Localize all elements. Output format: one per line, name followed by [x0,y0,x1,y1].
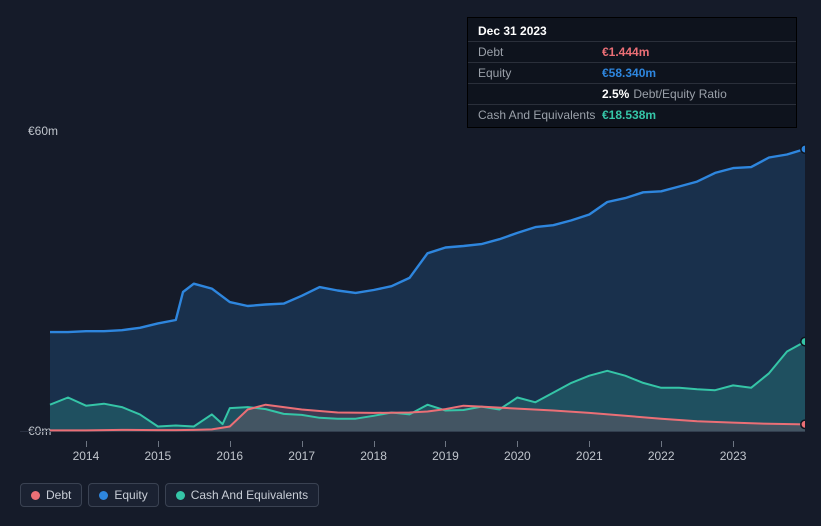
tooltip-cash-label: Cash And Equivalents [478,108,602,122]
chart-legend: Debt Equity Cash And Equivalents [20,483,319,507]
chart-tooltip: Dec 31 2023 Debt €1.444m Equity €58.340m… [467,17,797,128]
y-axis-label-top: €60m [28,124,58,138]
legend-swatch-cash [176,491,185,500]
x-axis-year: 2014 [73,449,100,463]
x-axis-year: 2022 [648,449,675,463]
x-axis-year: 2020 [504,449,531,463]
tooltip-debt-label: Debt [478,45,602,59]
financial-chart: Dec 31 2023 Debt €1.444m Equity €58.340m… [0,0,821,526]
legend-label-cash: Cash And Equivalents [191,488,308,502]
tooltip-equity-value: €58.340m [602,66,656,80]
legend-swatch-debt [31,491,40,500]
x-axis-year: 2023 [720,449,747,463]
legend-item-cash[interactable]: Cash And Equivalents [165,483,319,507]
tooltip-date: Dec 31 2023 [468,22,796,41]
tooltip-debt-value: €1.444m [602,45,649,59]
legend-item-equity[interactable]: Equity [88,483,158,507]
x-axis-year: 2021 [576,449,603,463]
chart-plot-area[interactable] [20,141,805,441]
x-axis-year: 2019 [432,449,459,463]
legend-label-equity: Equity [114,488,147,502]
x-axis-year: 2018 [360,449,387,463]
x-axis-year: 2015 [144,449,171,463]
x-axis-year: 2016 [216,449,243,463]
legend-item-debt[interactable]: Debt [20,483,82,507]
tooltip-cash-value: €18.538m [602,108,656,122]
legend-label-debt: Debt [46,488,71,502]
tooltip-equity-label: Equity [478,66,602,80]
tooltip-ratio-label [478,87,602,101]
x-axis-year: 2017 [288,449,315,463]
legend-swatch-equity [99,491,108,500]
tooltip-ratio-value: 2.5%Debt/Equity Ratio [602,87,727,101]
